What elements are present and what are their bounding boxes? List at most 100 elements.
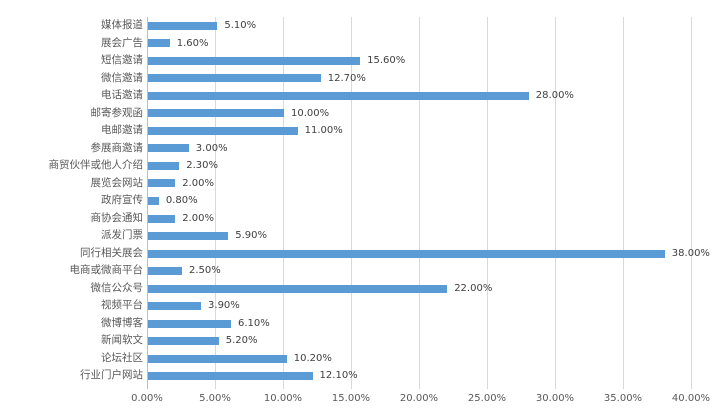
gridline xyxy=(691,17,692,389)
chart-row: 微博博客 6.10% xyxy=(0,315,717,333)
x-tick-label: 40.00% xyxy=(671,393,711,404)
bar xyxy=(148,354,287,363)
category-label: 论坛社区 xyxy=(101,351,143,364)
bar xyxy=(148,284,448,293)
data-label: 11.00% xyxy=(304,125,343,137)
x-tick-label: 25.00% xyxy=(467,393,507,404)
chart-row: 微信邀请 12.70% xyxy=(0,70,717,88)
category-label: 展览会网站 xyxy=(90,176,144,189)
data-label: 15.60% xyxy=(367,55,406,67)
x-tick-label: 0.00% xyxy=(131,393,163,404)
category-label: 媒体报道 xyxy=(101,19,143,31)
category-label: 行业门户网站 xyxy=(80,369,143,382)
bar xyxy=(148,21,218,30)
gridline xyxy=(215,17,216,389)
category-label: 邮寄参观函 xyxy=(90,106,144,119)
category-label: 微信邀请 xyxy=(101,71,143,84)
bar xyxy=(148,179,176,188)
data-label: 0.80% xyxy=(165,195,198,207)
category-label: 商协会通知 xyxy=(90,211,144,224)
chart-row: 电商或微商平台 2.50% xyxy=(0,262,717,280)
bar xyxy=(148,267,182,276)
chart-row: 同行相关展会 38.00% xyxy=(0,245,717,263)
data-label: 28.00% xyxy=(535,90,574,102)
data-label: 22.00% xyxy=(454,282,493,294)
x-tick-label: 5.00% xyxy=(199,393,231,404)
bar xyxy=(148,372,313,381)
x-tick-label: 15.00% xyxy=(331,393,371,404)
category-label: 电商或微商平台 xyxy=(69,264,144,277)
category-label: 电邮邀请 xyxy=(101,124,143,137)
bar xyxy=(148,39,170,48)
data-label: 2.50% xyxy=(189,265,221,277)
category-label: 派发门票 xyxy=(101,229,143,242)
category-label: 新闻软文 xyxy=(101,334,143,347)
bar xyxy=(148,249,665,258)
data-label: 3.00% xyxy=(195,142,228,154)
data-label: 5.20% xyxy=(225,335,258,347)
bar xyxy=(148,302,202,311)
category-label: 政府宣传 xyxy=(101,194,143,207)
category-label: 商贸伙伴或他人介绍 xyxy=(48,159,144,172)
chart-row: 展览会网站 2.00% xyxy=(0,175,717,193)
chart-row: 电话邀请 28.00% xyxy=(0,87,717,105)
bar xyxy=(148,91,529,100)
x-tick-label: 30.00% xyxy=(535,393,575,404)
chart-row: 论坛社区 10.20% xyxy=(0,350,717,368)
data-label: 2.00% xyxy=(182,212,214,224)
gridline xyxy=(487,17,488,389)
bar xyxy=(148,56,361,65)
data-label: 5.10% xyxy=(224,20,257,31)
bar xyxy=(148,109,284,118)
chart-row: 新闻软文 5.20% xyxy=(0,332,717,350)
chart-row: 商贸伙伴或他人介绍 2.30% xyxy=(0,157,717,175)
y-axis-line xyxy=(147,17,148,389)
chart-row: 短信邀请 15.60% xyxy=(0,52,717,70)
data-label: 5.90% xyxy=(235,230,268,242)
chart-row: 邮寄参观函 10.00% xyxy=(0,105,717,123)
gridline xyxy=(351,17,352,389)
data-label: 3.90% xyxy=(208,300,240,312)
category-label: 微博博客 xyxy=(101,316,143,329)
bar xyxy=(148,74,321,83)
chart-row: 参展商邀请 3.00% xyxy=(0,140,717,158)
chart-row: 电邮邀请 11.00% xyxy=(0,122,717,140)
gridline xyxy=(555,17,556,389)
bar xyxy=(148,196,159,205)
bar xyxy=(148,214,176,223)
gridline xyxy=(283,17,284,389)
data-label: 2.00% xyxy=(182,177,214,189)
chart-row: 展会广告 1.60% xyxy=(0,35,717,53)
data-label: 12.70% xyxy=(327,72,366,84)
chart-row: 微信公众号 22.00% xyxy=(0,280,717,298)
data-label: 1.60% xyxy=(176,37,209,49)
gridline xyxy=(419,17,420,389)
category-label: 参展商邀请 xyxy=(90,141,144,154)
x-tick-label: 10.00% xyxy=(263,393,303,404)
chart-row: 视频平台 3.90% xyxy=(0,297,717,315)
gridline xyxy=(623,17,624,389)
category-label: 同行相关展会 xyxy=(80,246,143,259)
bar xyxy=(148,126,298,135)
data-label: 10.00% xyxy=(291,107,330,119)
category-label: 视频平台 xyxy=(101,299,143,312)
chart-row: 媒体报道 5.10% xyxy=(0,17,717,35)
bar xyxy=(148,144,189,153)
data-label: 12.10% xyxy=(319,370,358,382)
chart-row: 派发门票 5.90% xyxy=(0,227,717,245)
category-label: 微信公众号 xyxy=(90,281,144,294)
category-label: 短信邀请 xyxy=(101,54,143,67)
category-label: 电话邀请 xyxy=(101,89,143,102)
bar xyxy=(148,161,180,170)
data-label: 38.00% xyxy=(671,247,710,259)
chart-row: 行业门户网站 12.10% xyxy=(0,367,717,385)
data-label: 2.30% xyxy=(186,160,219,172)
category-label: 展会广告 xyxy=(101,36,143,49)
chart-row: 商协会通知 2.00% xyxy=(0,210,717,228)
data-label: 10.20% xyxy=(293,352,332,364)
bar xyxy=(148,232,229,241)
chart-row: 政府宣传 0.80% xyxy=(0,192,717,210)
bar xyxy=(148,319,231,328)
data-label: 6.10% xyxy=(237,317,270,329)
